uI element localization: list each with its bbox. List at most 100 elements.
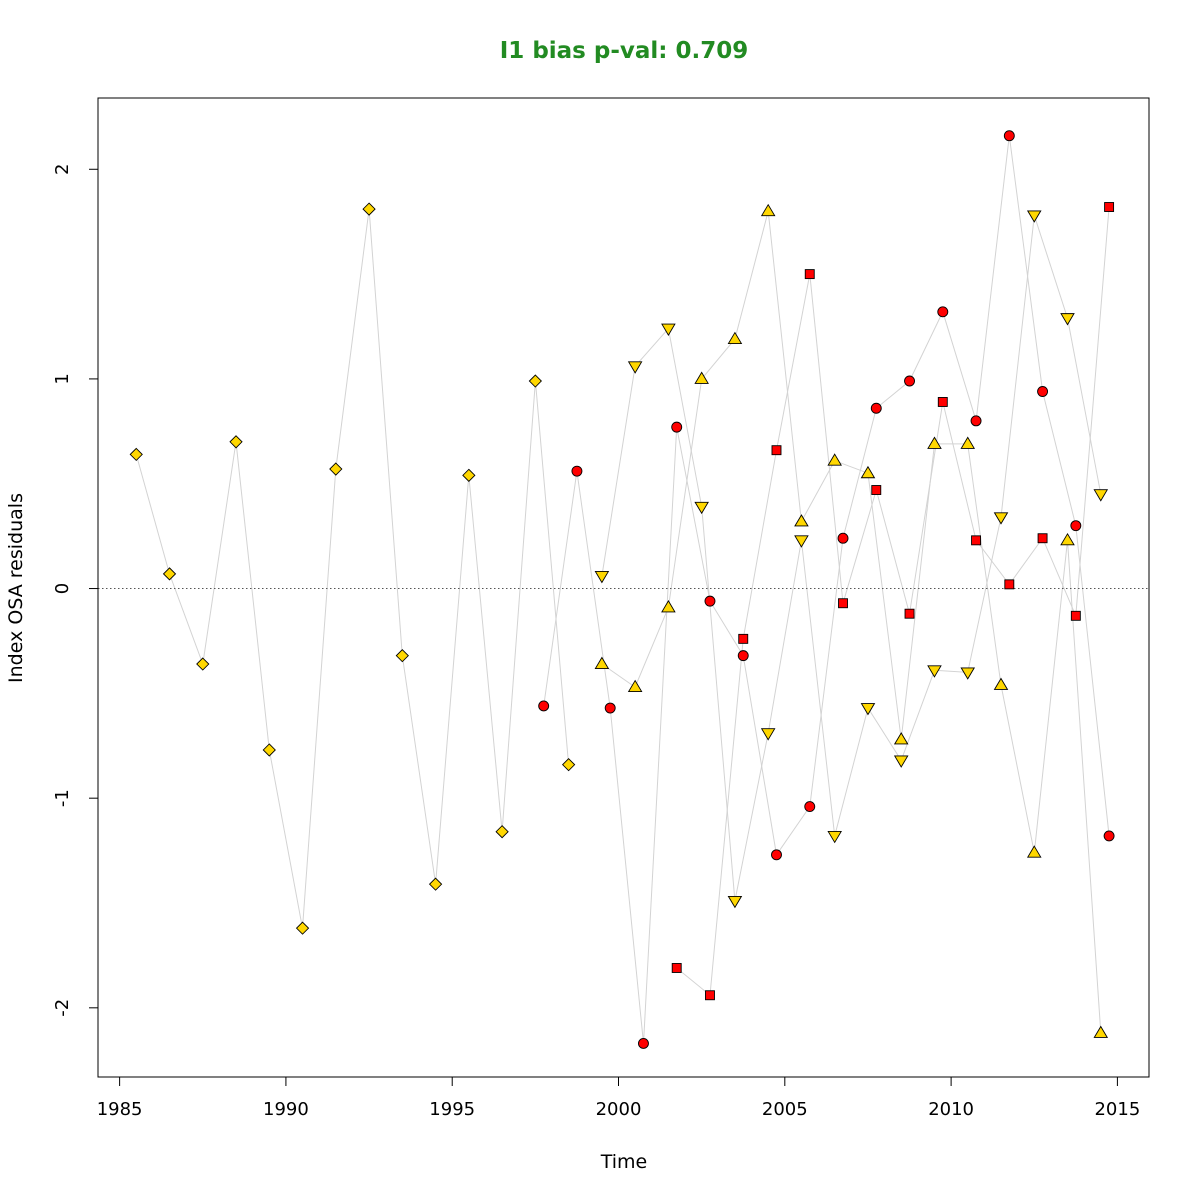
series-1-point-3 [196, 657, 210, 671]
plot-frame [97, 97, 1150, 1078]
series-4-point-8 [827, 453, 842, 466]
series-2-point-3 [604, 702, 616, 714]
series-5-point-7 [871, 485, 882, 495]
series-1-point-8 [362, 202, 376, 216]
series-2-point-18 [1103, 830, 1115, 842]
series-2-point-5 [671, 421, 683, 433]
series-3-point-13 [993, 512, 1009, 525]
x-tick-label-2000: 2000 [596, 1099, 642, 1120]
series-3-point-9 [860, 703, 876, 716]
series-3-point-5 [727, 895, 743, 909]
series-2-line [543, 135, 1110, 1044]
series-2-point-8 [771, 849, 782, 861]
series-1-point-13 [528, 374, 542, 388]
connecting-lines [135, 135, 1110, 1044]
series-2-point-7 [737, 650, 749, 662]
series-5-point-2 [705, 990, 715, 1001]
series-2-point-2 [571, 465, 583, 477]
series-1-point-7 [329, 462, 343, 476]
series-4-point-4 [694, 371, 709, 384]
series-4-point-3 [661, 600, 676, 613]
series-1-point-9 [395, 648, 409, 663]
y-tick-label-1: 1 [52, 373, 73, 384]
series-2-point-15 [1003, 130, 1015, 142]
series-1-point-4 [229, 435, 243, 449]
y-tick-label-2: 2 [52, 164, 73, 175]
series-5-point-3 [738, 633, 749, 644]
series-5-point-8 [904, 608, 915, 619]
series-2-point-9 [804, 801, 816, 813]
series-5-point-12 [1037, 533, 1048, 544]
x-tick-label-2005: 2005 [762, 1099, 808, 1120]
series-5-point-10 [971, 535, 982, 546]
series-2-point-13 [937, 306, 949, 318]
series-2-point-14 [970, 415, 982, 427]
series-3-point-4 [694, 501, 709, 515]
series-5-line [676, 206, 1110, 997]
series-2-point-6 [704, 595, 716, 607]
series-5-point-14 [1104, 202, 1115, 212]
series-5-point-6 [838, 598, 848, 609]
series-4-point-9 [860, 465, 876, 479]
data-points [129, 130, 1115, 1049]
series-2-point-10 [837, 532, 849, 544]
series-1-point-1 [129, 447, 143, 462]
series-3-point-10 [893, 755, 909, 768]
series-3-point-14 [1026, 210, 1042, 223]
series-2-point-12 [904, 375, 915, 387]
series-3-point-16 [1093, 489, 1109, 502]
series-5-point-9 [937, 397, 948, 407]
series-2-point-4 [638, 1038, 649, 1049]
series-1-point-10 [428, 877, 443, 891]
chart-title: I1 bias p-val: 0.709 [500, 38, 749, 64]
series-3-point-6 [760, 728, 776, 741]
series-4-point-16 [1093, 1025, 1109, 1038]
series-3-point-1 [594, 571, 610, 584]
series-4-point-11 [927, 436, 942, 449]
x-axis-label: Time [600, 1151, 648, 1173]
x-tick-label-2010: 2010 [928, 1099, 974, 1120]
series-2-point-1 [538, 700, 550, 712]
series-4-point-2 [627, 679, 643, 693]
series-1-point-6 [295, 921, 310, 935]
x-tick-label-1995: 1995 [429, 1099, 475, 1120]
y-axis-label: Index OSA residuals [5, 493, 27, 683]
y-tick-label--2: -2 [52, 999, 73, 1017]
series-4-point-15 [1060, 532, 1075, 546]
series-5-point-11 [1004, 579, 1015, 590]
series-4-point-13 [993, 677, 1009, 690]
series-5-point-5 [804, 269, 815, 280]
series-4-point-6 [760, 203, 776, 217]
series-3-point-3 [661, 323, 676, 336]
series-4-line [601, 211, 1102, 1034]
series-1-point-2 [162, 567, 177, 581]
series-3-point-7 [794, 535, 809, 548]
series-3-point-2 [627, 361, 643, 374]
series-1-point-12 [495, 825, 509, 839]
y-tick-label--1: -1 [52, 789, 73, 807]
series-5-point-4 [771, 445, 782, 456]
y-tick-label-0: 0 [52, 583, 73, 594]
series-5-point-1 [671, 963, 682, 973]
series-4-point-10 [893, 732, 909, 745]
x-axis: 1985 1990 1995 2000 2005 2010 2015 [97, 1076, 1140, 1120]
series-4-point-12 [960, 436, 976, 449]
series-1-point-11 [462, 468, 476, 482]
x-tick-label-1990: 1990 [263, 1099, 309, 1120]
series-3-point-8 [827, 830, 842, 844]
series-4-point-7 [794, 514, 809, 527]
series-3-point-11 [927, 665, 942, 678]
series-2-point-17 [1070, 520, 1082, 532]
x-tick-label-1985: 1985 [97, 1099, 143, 1120]
series-2-point-16 [1037, 386, 1049, 397]
series-3-point-15 [1060, 313, 1075, 326]
series-3-point-12 [960, 667, 976, 680]
series-1-point-14 [561, 758, 576, 772]
y-axis: -2 -1 0 1 2 [52, 164, 99, 1017]
series-4-point-14 [1026, 845, 1042, 858]
x-tick-label-2015: 2015 [1094, 1099, 1140, 1120]
series-4-point-1 [594, 656, 610, 669]
series-2-point-11 [870, 402, 882, 414]
series-5-point-13 [1070, 610, 1081, 621]
